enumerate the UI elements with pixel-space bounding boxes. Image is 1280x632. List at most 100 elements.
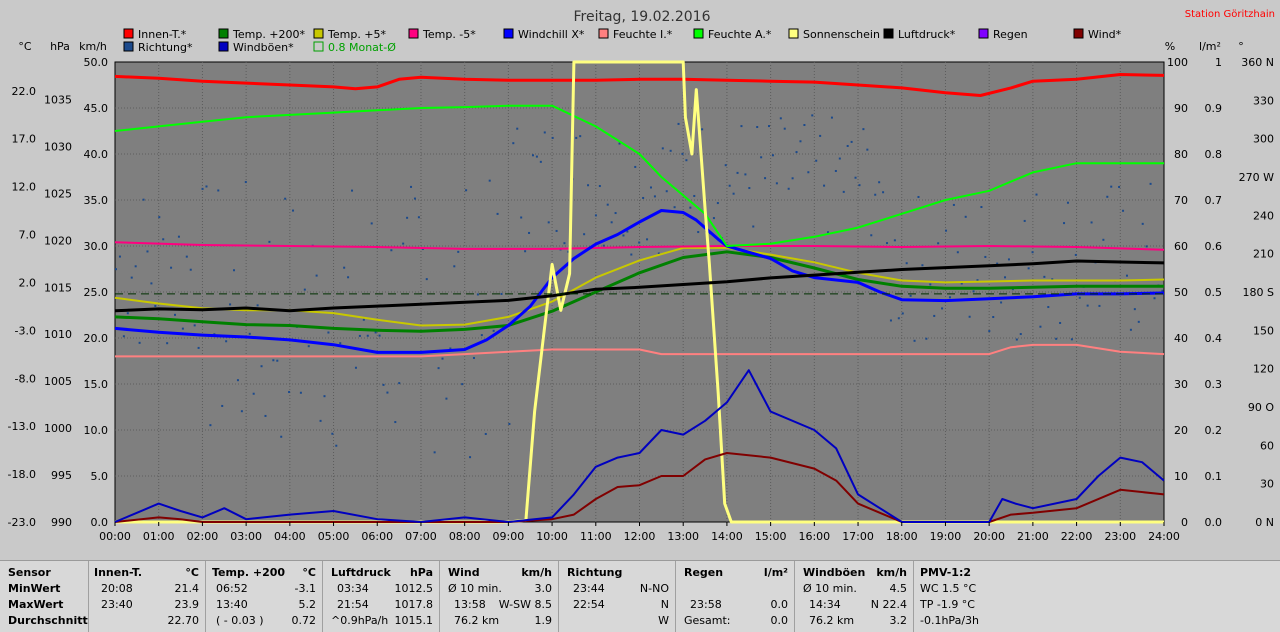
stats-luft-head: Luftdruck — [331, 566, 391, 579]
series-wind — [114, 452, 1165, 523]
x-tick-label: 03:00 — [230, 530, 262, 543]
stats-cell: 23:44 — [573, 582, 605, 595]
direction-point — [775, 182, 778, 185]
stats-cell: -0.1hPa/3h — [920, 614, 979, 627]
direction-point — [823, 184, 826, 187]
series-feuchte-a — [114, 104, 1164, 247]
legend-swatch — [218, 41, 229, 52]
x-tick-label: 11:00 — [580, 530, 612, 543]
wind-tick-label: 15.0 — [84, 378, 109, 391]
stats-cell: 0.0 — [770, 614, 789, 627]
direction-point — [193, 324, 196, 327]
legend-label: Innen-T.* — [138, 28, 187, 41]
direction-point — [716, 202, 719, 205]
direction-point — [240, 410, 243, 413]
wind-tick-label: 0.0 — [91, 516, 109, 529]
direction-point — [807, 171, 810, 174]
direction-point — [319, 419, 322, 422]
direction-point — [649, 186, 652, 189]
stats-regen-col: Regen l/m² 23:58 0.0 Gesamt: 0.0 — [676, 561, 795, 632]
direction-point — [386, 391, 389, 394]
direction-point — [701, 128, 704, 131]
humidity-tick-label: 50 — [1174, 286, 1188, 299]
direction-point — [327, 331, 330, 334]
stats-cell: N-NO — [639, 582, 669, 595]
direction-point — [209, 424, 212, 427]
direction-point — [433, 451, 436, 454]
direction-point — [815, 159, 818, 162]
direction-point — [189, 268, 192, 271]
direction-point — [358, 334, 361, 337]
series-feuchte-i — [115, 343, 1165, 358]
direction-point — [858, 184, 861, 187]
direction-point — [197, 346, 200, 349]
direction-point — [535, 155, 538, 158]
direction-tick-label: 0 N — [1255, 516, 1274, 529]
direction-point — [236, 379, 239, 382]
direction-point — [1106, 195, 1109, 198]
direction-point — [862, 128, 865, 131]
x-tick-label: 19:00 — [930, 530, 962, 543]
direction-point — [874, 193, 877, 196]
direction-point — [205, 185, 208, 188]
direction-point — [917, 195, 920, 198]
direction-point — [830, 116, 833, 119]
direction-point — [1070, 338, 1073, 341]
rain-tick-label: 0.6 — [1205, 240, 1223, 253]
direction-point — [921, 264, 924, 267]
direction-point — [1161, 289, 1164, 292]
stats-cell: 23:58 — [690, 598, 722, 611]
stats-cell: 1017.8 — [394, 598, 434, 611]
temp-tick-label: 22.0 — [12, 85, 37, 98]
direction-point — [1098, 304, 1101, 307]
stats-cell: 03:34 — [337, 582, 369, 595]
rain-tick-label: 0.1 — [1205, 470, 1223, 483]
rain-tick-label: 0.7 — [1205, 194, 1223, 207]
series-temp-5 — [114, 241, 1165, 251]
rain-tick-label: 0.3 — [1205, 378, 1223, 391]
direction-point — [653, 195, 656, 198]
direction-point — [347, 276, 350, 279]
direction-point — [787, 187, 790, 190]
wind-tick-label: 5.0 — [91, 470, 109, 483]
wind-tick-label: 10.0 — [84, 424, 109, 437]
direction-point — [575, 136, 578, 139]
direction-point — [492, 329, 495, 332]
humidity-tick-label: 90 — [1174, 102, 1188, 115]
direction-point — [280, 435, 283, 438]
direction-point — [299, 391, 302, 394]
stats-sensor-head: Sensor — [8, 566, 51, 579]
direction-point — [960, 282, 963, 285]
legend-swatch — [598, 28, 609, 39]
direction-point — [181, 327, 184, 330]
direction-point — [850, 140, 853, 143]
wind-tick-label: 30.0 — [84, 240, 109, 253]
direction-point — [893, 239, 896, 242]
direction-point — [598, 185, 601, 188]
direction-point — [968, 315, 971, 318]
legend-label: Temp. +200* — [232, 28, 306, 41]
direction-point — [913, 339, 916, 342]
direction-point — [925, 337, 928, 340]
x-tick-label: 06:00 — [361, 530, 393, 543]
x-tick-label: 14:00 — [711, 530, 743, 543]
direction-point — [846, 144, 849, 147]
direction-point — [594, 214, 597, 217]
direction-point — [272, 359, 275, 362]
unit-degree: ° — [1238, 40, 1244, 53]
stats-cell: ( - 0.03 ) — [216, 614, 264, 627]
legend-label: Richtung* — [138, 41, 193, 54]
pressure-tick-label: 1000 — [44, 422, 72, 435]
stats-cell: W-SW 8.5 — [498, 598, 552, 611]
humidity-tick-label: 30 — [1174, 378, 1188, 391]
direction-point — [1153, 297, 1156, 300]
direction-point — [952, 203, 955, 206]
legend-swatch — [788, 28, 799, 39]
pressure-tick-label: 990 — [51, 516, 72, 529]
humidity-tick-label: 40 — [1174, 332, 1188, 345]
direction-point — [1011, 288, 1014, 291]
direction-point — [870, 234, 873, 237]
stats-cell: 23.9 — [174, 598, 200, 611]
stats-cell: Ø 10 min. — [448, 582, 502, 595]
direction-point — [634, 165, 637, 168]
